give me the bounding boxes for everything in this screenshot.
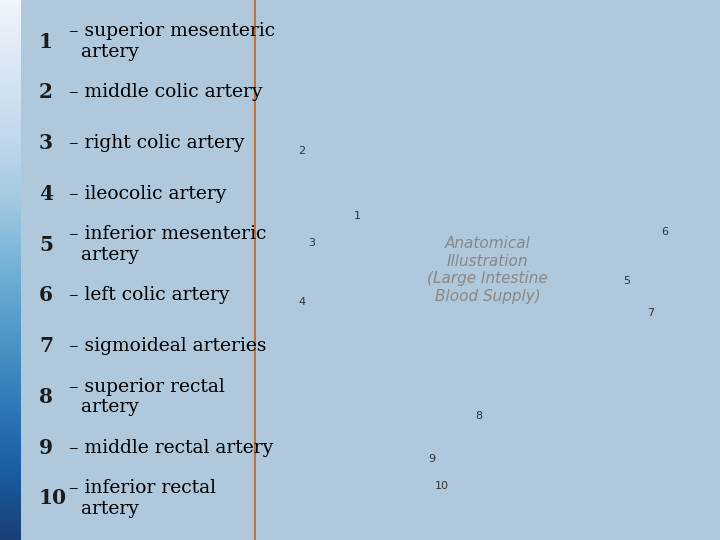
Text: – middle rectal artery: – middle rectal artery [63,438,273,457]
Text: 4: 4 [39,184,53,204]
Text: 9: 9 [39,437,53,458]
Text: – inferior rectal
   artery: – inferior rectal artery [63,479,215,518]
Text: 6: 6 [39,285,53,306]
Text: 3: 3 [308,238,315,248]
Text: 2: 2 [39,82,53,103]
Text: – superior rectal
   artery: – superior rectal artery [63,377,225,416]
Text: – right colic artery: – right colic artery [63,134,244,152]
Text: 5: 5 [39,234,53,255]
Text: 2: 2 [299,146,305,156]
Text: 8: 8 [39,387,53,407]
Text: – middle colic artery: – middle colic artery [63,83,262,102]
Text: 1: 1 [39,31,53,52]
Text: 7: 7 [39,336,53,356]
Text: 10: 10 [434,481,449,491]
Text: 8: 8 [475,411,482,421]
Text: Anatomical
Illustration
(Large Intestine
Blood Supply): Anatomical Illustration (Large Intestine… [428,237,548,303]
Text: 1: 1 [354,211,361,221]
Text: 6: 6 [661,227,667,237]
Text: 7: 7 [647,308,654,318]
Text: – sigmoideal arteries: – sigmoideal arteries [63,337,266,355]
Text: – superior mesenteric
   artery: – superior mesenteric artery [63,22,274,61]
Text: 4: 4 [299,298,305,307]
Text: 9: 9 [428,454,436,464]
Text: 3: 3 [39,133,53,153]
Text: – inferior mesenteric
   artery: – inferior mesenteric artery [63,225,266,264]
Text: 5: 5 [624,276,631,286]
Text: 10: 10 [39,488,67,509]
Text: – ileocolic artery: – ileocolic artery [63,185,226,203]
Text: – left colic artery: – left colic artery [63,286,229,305]
